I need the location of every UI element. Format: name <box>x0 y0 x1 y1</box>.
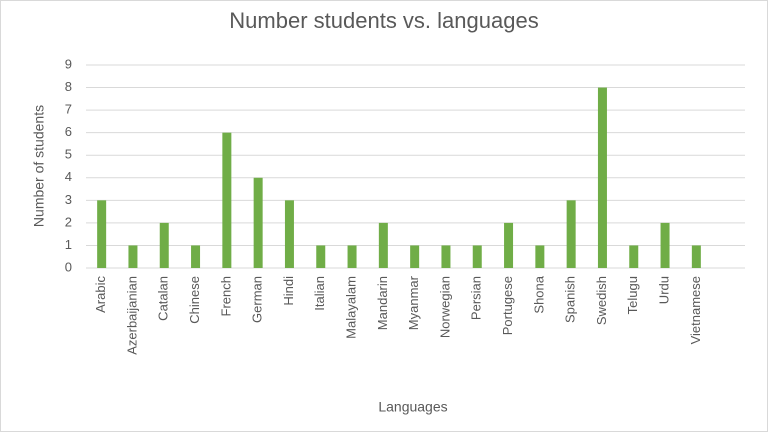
bar <box>191 245 201 268</box>
x-tick-label: Swedish <box>594 276 609 325</box>
bar <box>691 245 701 268</box>
x-tick-label: German <box>250 276 265 323</box>
y-tick-label: 4 <box>65 169 72 184</box>
x-tick-label: Portugese <box>500 276 515 335</box>
bar <box>535 245 545 268</box>
x-tick-label: Italian <box>312 276 327 311</box>
x-tick-label: Mandarin <box>375 276 390 330</box>
x-tick-label: Norwegian <box>437 276 452 338</box>
x-tick-label: Azerbaijanian <box>124 276 139 355</box>
bar <box>284 200 294 268</box>
x-tick-label: Malayalam <box>343 276 358 339</box>
bar <box>253 177 263 268</box>
y-tick-label: 0 <box>65 259 72 274</box>
x-tick-label: Shona <box>531 275 546 313</box>
x-axis-label: Languages <box>378 399 447 415</box>
x-tick-label: French <box>218 276 233 316</box>
bar <box>347 245 357 268</box>
x-tick-label: Catalan <box>156 276 171 321</box>
y-tick-label: 9 <box>65 56 72 71</box>
x-tick-label: Arabic <box>93 276 108 313</box>
bar <box>159 222 169 268</box>
y-axis-label: Number of students <box>31 105 47 227</box>
x-tick-label: Urdu <box>656 276 671 304</box>
bar <box>660 222 670 268</box>
bar <box>378 222 388 268</box>
bar <box>128 245 138 268</box>
bar <box>566 200 576 268</box>
bar <box>97 200 107 268</box>
x-tick-label: Persian <box>469 276 484 320</box>
x-tick-label: Spanish <box>563 276 578 323</box>
y-tick-label: 2 <box>65 214 72 229</box>
y-tick-label: 7 <box>65 102 72 117</box>
y-tick-label: 6 <box>65 124 72 139</box>
x-tick-label: Hindi <box>281 276 296 306</box>
bar <box>441 245 451 268</box>
x-tick-label: Telugu <box>625 276 640 314</box>
x-tick-label: Myanmar <box>406 275 421 330</box>
bar <box>472 245 482 268</box>
bar <box>222 132 232 268</box>
bar <box>504 222 514 268</box>
bar <box>316 245 326 268</box>
bar <box>597 87 607 268</box>
x-tick-label: Vietnamese <box>688 276 703 344</box>
bar <box>629 245 639 268</box>
chart-title: Number students vs. languages <box>229 8 538 33</box>
bar <box>410 245 420 268</box>
y-tick-label: 1 <box>65 237 72 252</box>
y-tick-label: 8 <box>65 79 72 94</box>
y-tick-label: 3 <box>65 192 72 207</box>
x-tick-label: Chinese <box>187 276 202 324</box>
y-tick-label: 5 <box>65 147 72 162</box>
